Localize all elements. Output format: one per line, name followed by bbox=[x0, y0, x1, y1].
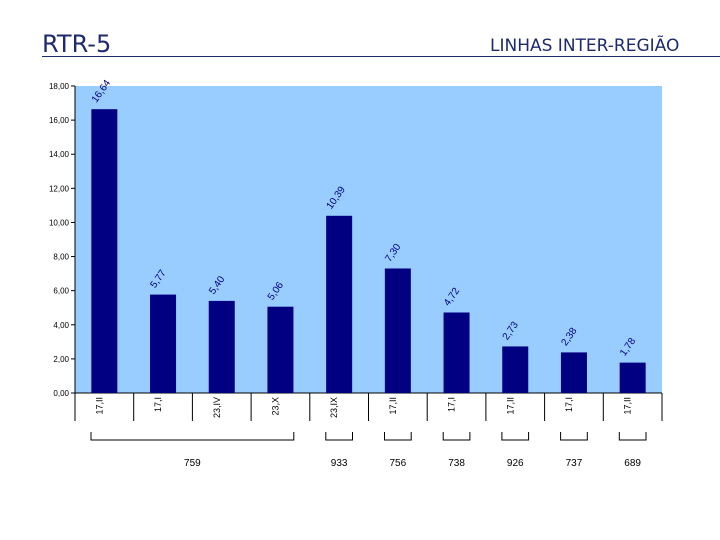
x-tick-label: 23,IX bbox=[329, 397, 339, 418]
group-label: 933 bbox=[331, 458, 348, 469]
bar bbox=[502, 346, 529, 393]
x-tick-label: 17,I bbox=[447, 397, 457, 412]
y-tick-label: 14,00 bbox=[49, 150, 70, 159]
group-bracket bbox=[90, 432, 295, 441]
y-tick-label: 4,00 bbox=[53, 321, 69, 330]
y-tick-label: 2,00 bbox=[53, 355, 69, 364]
group-bracket bbox=[384, 432, 412, 441]
x-tick-label: 17,II bbox=[388, 397, 398, 415]
y-tick-label: 12,00 bbox=[49, 184, 70, 193]
bar bbox=[619, 362, 646, 393]
y-tick-label: 10,00 bbox=[49, 218, 70, 227]
group-bracket bbox=[442, 432, 471, 441]
bar bbox=[443, 312, 470, 393]
bar bbox=[384, 268, 411, 393]
x-tick-label: 17,II bbox=[623, 397, 633, 415]
y-tick-label: 6,00 bbox=[53, 287, 69, 296]
x-tick-label: 17,I bbox=[153, 397, 163, 412]
group-label: 689 bbox=[624, 458, 641, 469]
x-tick-label: 17,II bbox=[505, 397, 515, 415]
y-tick-label: 18,00 bbox=[49, 82, 70, 91]
bar bbox=[326, 215, 353, 393]
bar bbox=[560, 352, 587, 393]
x-tick-label: 17,I bbox=[564, 397, 574, 412]
y-tick-label: 16,00 bbox=[49, 116, 70, 125]
x-tick-label: 23,IV bbox=[212, 397, 222, 418]
group-bracket bbox=[560, 432, 588, 441]
group-bracket bbox=[325, 432, 353, 441]
group-bracket bbox=[618, 432, 647, 441]
page-subtitle: LINHAS INTER-REGIÃO bbox=[490, 36, 680, 56]
group-label: 738 bbox=[448, 458, 465, 469]
bar bbox=[91, 109, 118, 393]
group-label: 756 bbox=[390, 458, 407, 469]
title-underline bbox=[42, 56, 720, 57]
page-title: RTR-5 bbox=[42, 30, 112, 58]
y-tick-label: 8,00 bbox=[53, 253, 69, 262]
y-tick-label: 0,00 bbox=[53, 389, 69, 398]
x-tick-label: 23,X bbox=[270, 397, 280, 416]
bar bbox=[150, 294, 177, 393]
x-tick-label: 17,II bbox=[94, 397, 104, 415]
group-label: 926 bbox=[507, 458, 524, 469]
group-bracket bbox=[501, 432, 530, 441]
bar bbox=[208, 300, 235, 393]
group-label: 737 bbox=[566, 458, 583, 469]
bar bbox=[267, 306, 294, 393]
group-label: 759 bbox=[184, 458, 201, 469]
